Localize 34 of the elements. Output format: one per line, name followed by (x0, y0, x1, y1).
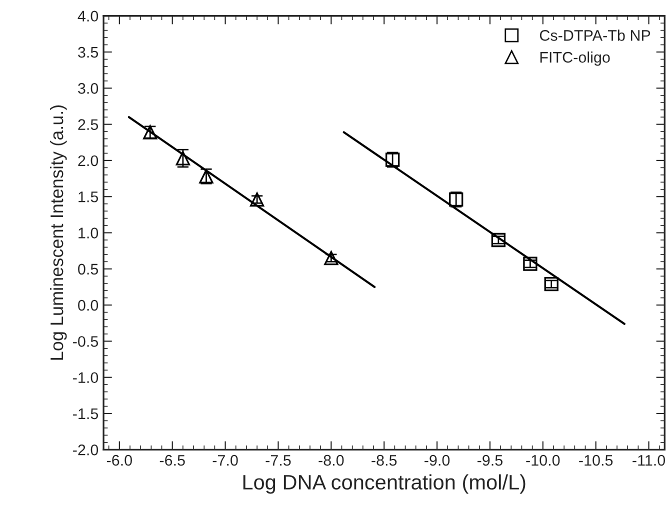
y-axis-title: Log Luminescent Intensity (a.u.) (50, 105, 67, 360)
point (324, 250, 338, 266)
x-axis-title: Log DNA concentration (mol/L) (243, 474, 526, 494)
x-tick-label: -8.0 (318, 454, 344, 466)
y-tick-label: 1.5 (78, 192, 98, 202)
y-tick-label: 0.0 (78, 300, 98, 311)
x-tick-label: -7.0 (212, 454, 238, 466)
point (544, 277, 558, 292)
x-tick-label: -11.0 (632, 454, 666, 466)
legend-label: FITC-oligo (540, 52, 610, 66)
y-tick-label: 3.0 (78, 83, 98, 94)
y-tick-label: 4.0 (78, 10, 98, 22)
x-tick-label: -9.0 (424, 454, 450, 466)
y-tick-label: -2.0 (73, 444, 98, 456)
y-tick-label: 3.5 (78, 46, 98, 58)
y-tick-label: 2.5 (78, 119, 98, 130)
x-tick-label: -10.0 (526, 454, 560, 466)
y-tick-label: 0.5 (78, 264, 98, 275)
y-tick-label: -1.0 (73, 372, 98, 384)
point (523, 256, 538, 271)
x-tick-label: -6.5 (160, 454, 185, 466)
x-tick-label: -6.0 (106, 454, 132, 466)
point (491, 232, 506, 248)
x-tick-label: -7.5 (266, 455, 291, 466)
x-tick-label: -8.5 (372, 454, 397, 466)
x-tick-label: -9.5 (477, 454, 502, 466)
y-tick-label: 2.0 (78, 155, 98, 166)
y-tick-label: -1.5 (73, 408, 98, 420)
y-tick-label: 1.0 (78, 228, 98, 238)
x-tick-label: -10.5 (579, 454, 613, 466)
y-tick-label: -0.5 (73, 336, 98, 347)
point (250, 192, 264, 207)
point (176, 151, 190, 166)
legend-label: Cs-DTPA-Tb NP (540, 30, 650, 41)
